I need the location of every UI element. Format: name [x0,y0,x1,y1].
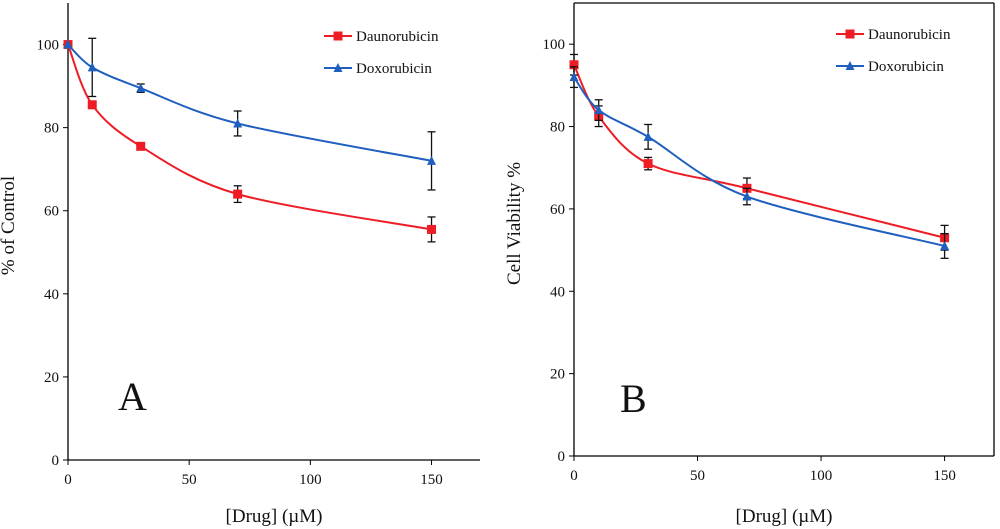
x-axis-title: [Drug] (µM) [226,506,323,527]
data-point [427,155,437,165]
legend-entry: Daunorubicin [836,27,951,43]
series-doxorubicin [63,37,437,191]
x-tick-label: 100 [810,468,833,484]
chart-panel-a: 0 20 40 60 80 100 0 50 100 150 [Drug] (µM) % of Con… [0,3,480,527]
data-point [87,62,97,72]
x-tick-label: 50 [690,468,705,484]
y-tick-label: 0 [52,453,60,469]
x-axis-title: [Drug] (µM) [736,506,833,527]
data-point [63,39,73,49]
x-tick-label: 150 [933,468,956,484]
data-point [569,60,579,70]
data-point [643,131,653,141]
data-point [87,100,97,110]
y-tick-label: 20 [550,367,565,383]
legend-entry: Daunorubicin [324,29,439,45]
series-doxorubicin [569,66,950,259]
panel-letter: B [620,376,647,421]
y-axis-title: % of Control [0,176,19,275]
legend-marker [333,63,343,72]
x-tick-label: 150 [420,472,443,488]
y-tick-label: 80 [44,121,59,137]
y-tick-label: 40 [44,287,59,303]
legend-marker [845,29,855,39]
series-line [573,64,945,239]
legend-entry: Doxorubicin [836,59,944,75]
y-tick-label: 60 [44,204,59,220]
chart-panel-b: 0 20 40 60 80 100 0 50 100 150 [Drug] (µM) Cell Via… [504,2,995,527]
series-daunorubicin [569,53,950,251]
y-tick-label: 40 [550,284,565,300]
data-point [742,191,752,201]
panel-letter: A [118,374,147,419]
y-tick-label: 100 [543,37,566,53]
legend-entry: Doxorubicin [324,61,432,77]
y-axis-title: Cell Viability % [504,162,525,285]
y-tick-label: 100 [37,38,60,54]
data-point [136,83,146,93]
data-point [233,189,243,199]
series-daunorubicin [63,40,437,243]
data-point [594,105,604,115]
legend-marker [845,61,855,70]
data-point [136,141,146,151]
series-line [67,43,432,162]
y-tick-label: 60 [550,202,565,218]
series-line [573,76,945,247]
x-tick-label: 100 [299,472,322,488]
data-point [427,224,437,234]
data-point [940,240,950,250]
legend-label: Doxorubicin [356,61,432,77]
legend-marker [333,31,343,41]
y-tick-label: 0 [558,449,566,465]
series-line [67,44,432,231]
legend-label: Doxorubicin [868,59,944,75]
data-point [643,159,653,169]
x-tick-label: 0 [570,468,578,484]
y-tick-label: 20 [44,370,59,386]
legend-label: Daunorubicin [868,27,951,43]
y-tick-label: 80 [550,120,565,136]
x-tick-label: 50 [182,472,197,488]
data-point [569,72,579,82]
data-point [233,118,243,128]
x-tick-label: 0 [64,472,72,488]
legend-label: Daunorubicin [356,29,439,45]
